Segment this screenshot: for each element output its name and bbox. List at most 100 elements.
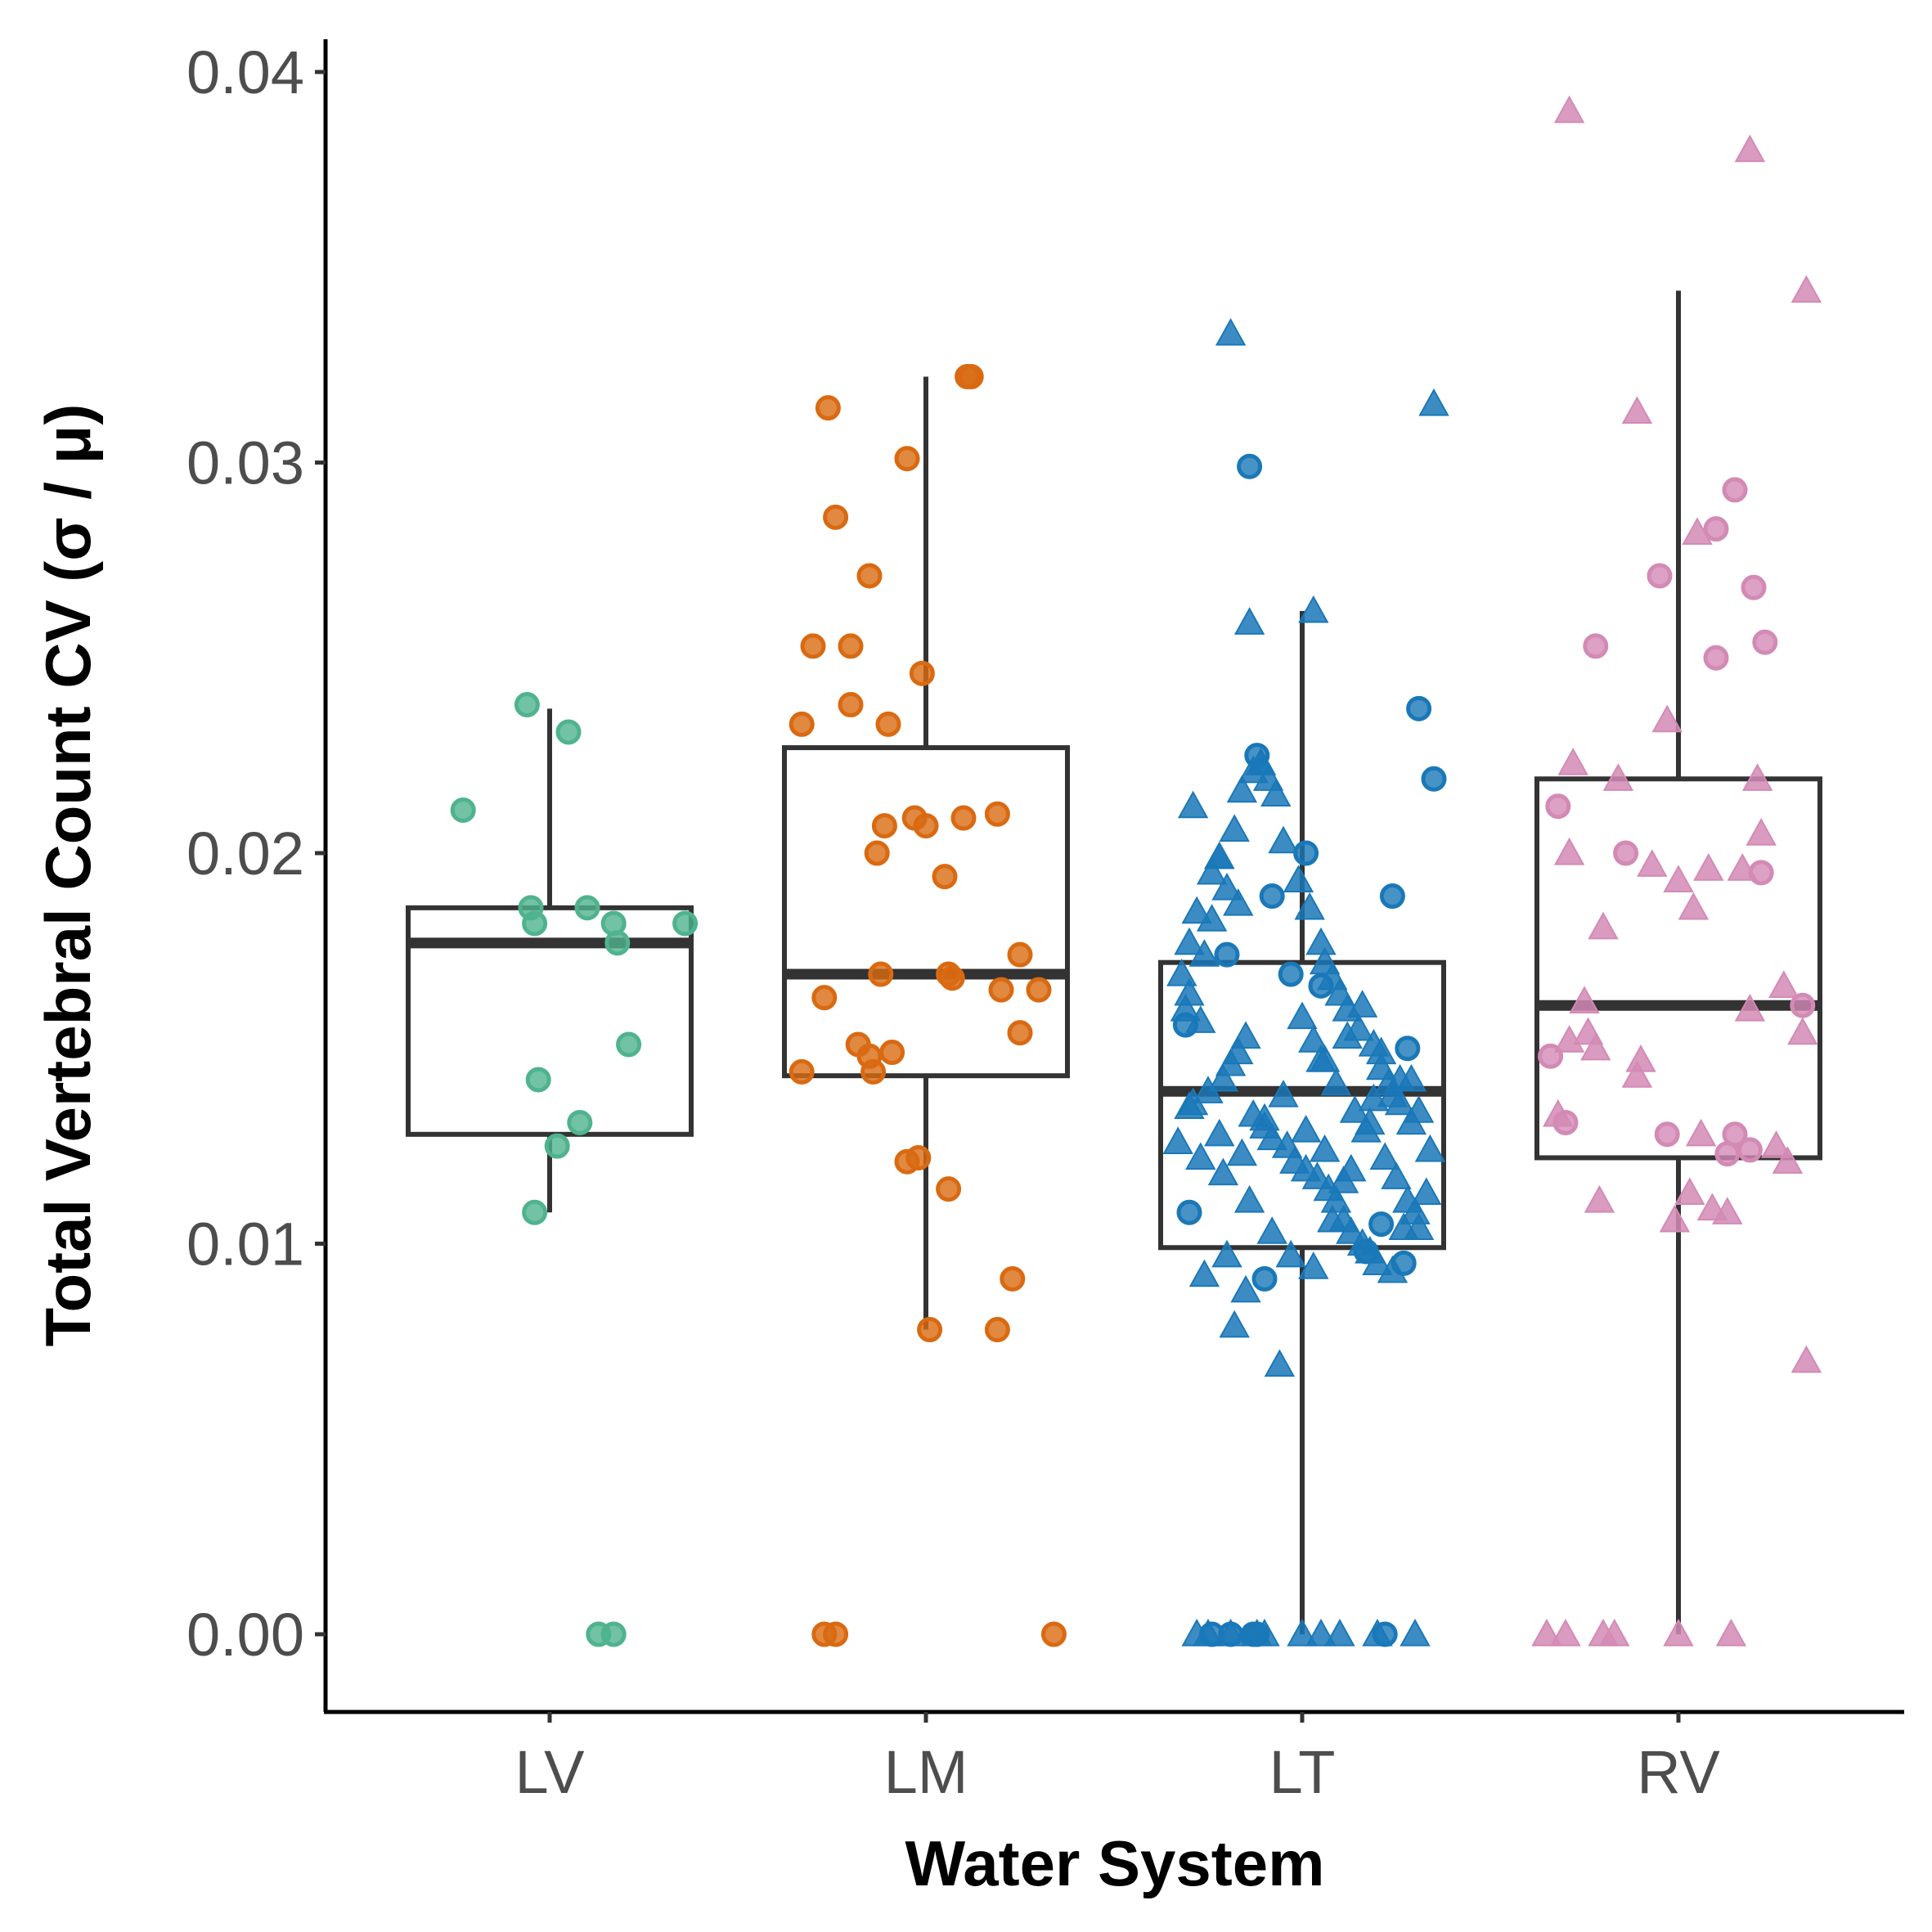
data-point [1772,1146,1804,1174]
data-point [1421,766,1447,792]
data-points [450,95,1822,1647]
data-point [909,660,935,686]
data-point [1411,1177,1442,1206]
data-point [1249,1618,1280,1647]
whiskers [547,290,1681,1634]
data-point [950,805,977,831]
data-point [1264,1349,1296,1377]
data-point [1392,1184,1423,1213]
data-point [1621,396,1653,425]
data-point [1188,1259,1220,1287]
data-point [871,813,897,839]
data-point [1007,1020,1033,1046]
data-point [1696,1193,1728,1221]
data-point [789,1058,815,1085]
data-point [1324,977,1355,1006]
data-point [1185,1142,1216,1170]
data-point [1305,1618,1337,1647]
x-tick-label: LT [1269,1738,1336,1806]
data-point [522,1199,548,1225]
data-point [1298,1251,1329,1279]
data-point [1317,962,1348,991]
data-point [1734,993,1766,1022]
data-point [1651,704,1683,733]
data-point [1170,993,1202,1022]
data-point [1693,853,1724,881]
data-point [1305,1045,1337,1072]
y-axis-ticks: 0.00 0.01 0.02 0.03 0.04 [186,38,326,1669]
data-point [1211,1239,1242,1268]
data-point [1703,516,1729,542]
data-point [1287,1618,1318,1647]
data-point [1553,837,1585,865]
data-point [1309,946,1341,975]
data-point [1196,856,1228,885]
data-point [1369,1142,1400,1170]
data-point [1602,763,1634,791]
data-point [1580,1032,1611,1061]
data-point [1328,1166,1359,1193]
data-point [1259,883,1285,910]
data-point [1317,1204,1348,1233]
data-point [1543,1099,1574,1127]
data-point [1211,872,1242,901]
data-point [1406,695,1432,721]
data-point [1268,1079,1299,1108]
plot-area [406,95,1822,1647]
data-point [1249,1103,1280,1131]
x-axis-ticks: LV LM LT RV [514,1712,1720,1806]
data-point [1193,1076,1224,1103]
data-point [838,633,864,659]
data-point [1790,1345,1822,1373]
data-point [1278,961,1304,987]
data-point [1790,992,1816,1018]
data-point [1007,941,1033,968]
data-point [604,930,631,956]
data-point [1741,574,1767,600]
data-point [1251,1265,1278,1292]
data-point [1309,1134,1341,1162]
data-point [1368,1211,1395,1238]
data-point [1177,790,1209,819]
data-point [823,504,849,530]
data-point [815,395,841,421]
data-point [1741,763,1773,791]
data-point [1714,1141,1741,1167]
data-point [1569,986,1600,1014]
data-point [1193,1618,1224,1647]
y-axis-title: Total Vertebral Count CV (σ / μ) [32,404,104,1347]
data-point [1185,1005,1216,1033]
data-point [838,692,864,718]
data-point [856,563,883,589]
data-point [1403,1212,1435,1240]
data-point [1553,1025,1585,1053]
data-point [1362,1247,1393,1275]
data-point [823,1621,849,1647]
data-point [1752,629,1778,655]
data-point [522,910,548,937]
data-point [1722,477,1748,503]
box-rv [1534,776,1822,1161]
data-point [1790,275,1822,303]
data-point [1659,1204,1691,1233]
data-point [1219,814,1250,842]
data-point [1226,1138,1258,1166]
data-point [1588,911,1619,940]
data-point [450,797,476,823]
data-point [1746,818,1777,846]
data-point [1663,1618,1694,1647]
data-point [1365,1052,1397,1081]
data-point [1584,1184,1615,1213]
data-point [1162,1126,1193,1154]
x-tick-label: RV [1637,1738,1720,1806]
data-point [905,1144,932,1170]
data-point [932,864,958,890]
data-point [1305,927,1337,955]
data-point [525,1067,551,1093]
data-point [1230,1274,1261,1303]
data-point [864,840,890,866]
data-point [1290,1114,1322,1143]
data-point [1233,607,1265,635]
data-point [1674,1177,1705,1206]
data-point [1654,1121,1680,1148]
